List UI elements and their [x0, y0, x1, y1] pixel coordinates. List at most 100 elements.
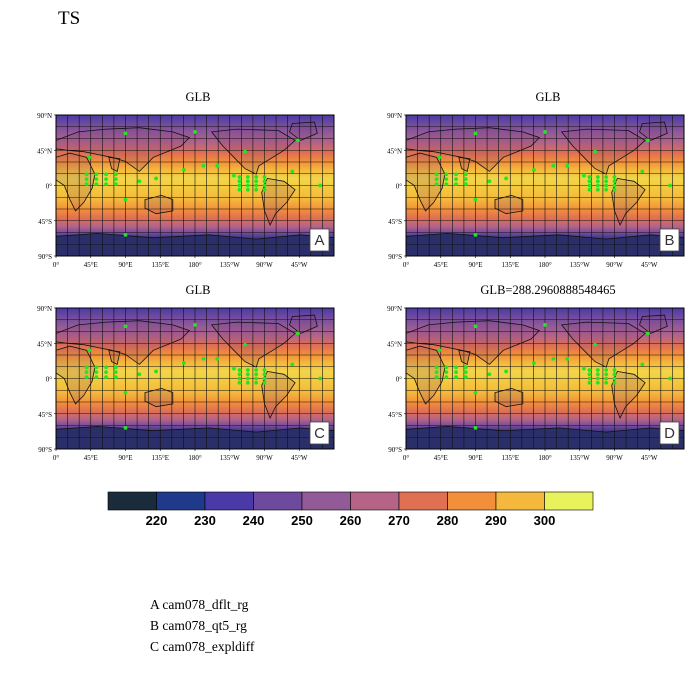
legend-line-c: C cam078_expldiff [150, 639, 255, 654]
marker-dot [587, 376, 592, 381]
marker-dot [565, 163, 570, 168]
marker-dot [595, 368, 600, 372]
marker-dot [318, 376, 322, 381]
lon-tick-label: 135°E [151, 454, 169, 462]
marker-dot [94, 182, 99, 186]
marker-dot [262, 179, 267, 184]
marker-dot [668, 183, 672, 188]
marker-dot [473, 197, 478, 202]
marker-dot [181, 361, 186, 365]
marker-dot [295, 331, 300, 336]
lon-tick-label: 135°W [570, 261, 590, 269]
marker-dot [237, 187, 242, 192]
marker-dot [154, 176, 158, 181]
marker-dot [434, 172, 439, 177]
lon-tick-label: 90°E [118, 261, 132, 269]
marker-dot [595, 380, 600, 385]
marker-dot [123, 324, 128, 329]
lon-tick-label: 0° [53, 454, 60, 462]
marker-dot [104, 172, 108, 177]
marker-dot [604, 187, 609, 192]
marker-dot [254, 175, 259, 179]
marker-dot [215, 356, 220, 361]
lon-tick-label: 0° [403, 261, 410, 269]
marker-dot [123, 390, 128, 395]
marker-dot [254, 376, 259, 381]
lat-tick-label: 45°S [388, 218, 402, 226]
marker-dot [543, 130, 547, 134]
marker-dot [201, 356, 206, 361]
marker-dot [463, 365, 468, 370]
marker-dot [434, 177, 439, 182]
panel-title-a: GLB [185, 90, 211, 104]
marker-dot [215, 163, 220, 168]
lat-tick-label: 90°N [37, 305, 52, 313]
lat-tick-label: 0° [396, 376, 403, 384]
marker-dot [587, 372, 592, 377]
marker-dot [123, 425, 128, 430]
panel-letter-box [309, 421, 330, 445]
panel-letter-box [659, 228, 680, 252]
lon-tick-label: 45°E [84, 454, 98, 462]
marker-dot [454, 182, 458, 186]
marker-dot [290, 169, 295, 174]
lat-tick-label: 45°S [38, 411, 52, 419]
marker-dot [604, 368, 609, 372]
marker-dot [193, 130, 197, 134]
marker-dot [504, 176, 508, 181]
coastline [56, 152, 96, 212]
marker-dot [232, 173, 236, 178]
marker-dot [94, 375, 99, 379]
marker-dot [154, 369, 158, 374]
coastline [458, 349, 471, 365]
marker-dot [113, 177, 118, 182]
lon-tick-label: 90°E [468, 454, 482, 462]
marker-dot [454, 172, 458, 177]
marker-dot [463, 182, 468, 186]
marker-dot [262, 376, 267, 381]
lat-tick-label: 90°N [37, 112, 52, 120]
legend-line-a: A cam078_dflt_rg [150, 597, 249, 612]
coastline [210, 128, 296, 175]
marker-dot [604, 372, 609, 377]
panel-letter: A [314, 232, 324, 249]
marker-dot [237, 368, 242, 372]
marker-dot [181, 168, 186, 172]
lon-tick-label: 90°W [256, 261, 273, 269]
marker-dot [604, 179, 609, 184]
lon-tick-label: 45°W [641, 261, 658, 269]
marker-dot [84, 375, 89, 379]
lat-tick-label: 45°N [37, 340, 52, 348]
lon-tick-label: 180° [188, 454, 202, 462]
lat-tick-label: 45°S [38, 218, 52, 226]
colorbar-tick-label: 260 [340, 513, 362, 528]
lon-tick-label: 135°W [220, 261, 240, 269]
marker-dot [87, 348, 92, 353]
colorbar-tick-label: 220 [146, 513, 168, 528]
lat-tick-label: 45°S [388, 411, 402, 419]
marker-dot [604, 175, 609, 179]
marker-dot [504, 369, 508, 374]
marker-dot [104, 370, 108, 375]
marker-dot [473, 425, 478, 430]
marker-dot [113, 182, 118, 186]
marker-dot [254, 380, 259, 385]
lon-tick-label: 45°W [641, 454, 658, 462]
panel-letter: C [314, 425, 325, 442]
colorbar-segment [204, 491, 254, 511]
marker-dot [595, 376, 600, 381]
marker-dot [444, 177, 449, 182]
marker-dot [84, 370, 89, 375]
marker-dot [604, 183, 609, 188]
colorbar-segment [398, 491, 448, 511]
marker-dot [262, 368, 267, 372]
marker-dot [84, 365, 89, 370]
marker-dot [587, 179, 592, 184]
map-panel-d: D90°N45°N0°45°S90°S0° 45°E 90°E 135°E 180° 13… [387, 305, 685, 462]
marker-dot [463, 172, 468, 177]
marker-dot [444, 365, 449, 370]
marker-dot [245, 175, 250, 179]
marker-dot [587, 380, 592, 385]
marker-dot [254, 187, 259, 192]
